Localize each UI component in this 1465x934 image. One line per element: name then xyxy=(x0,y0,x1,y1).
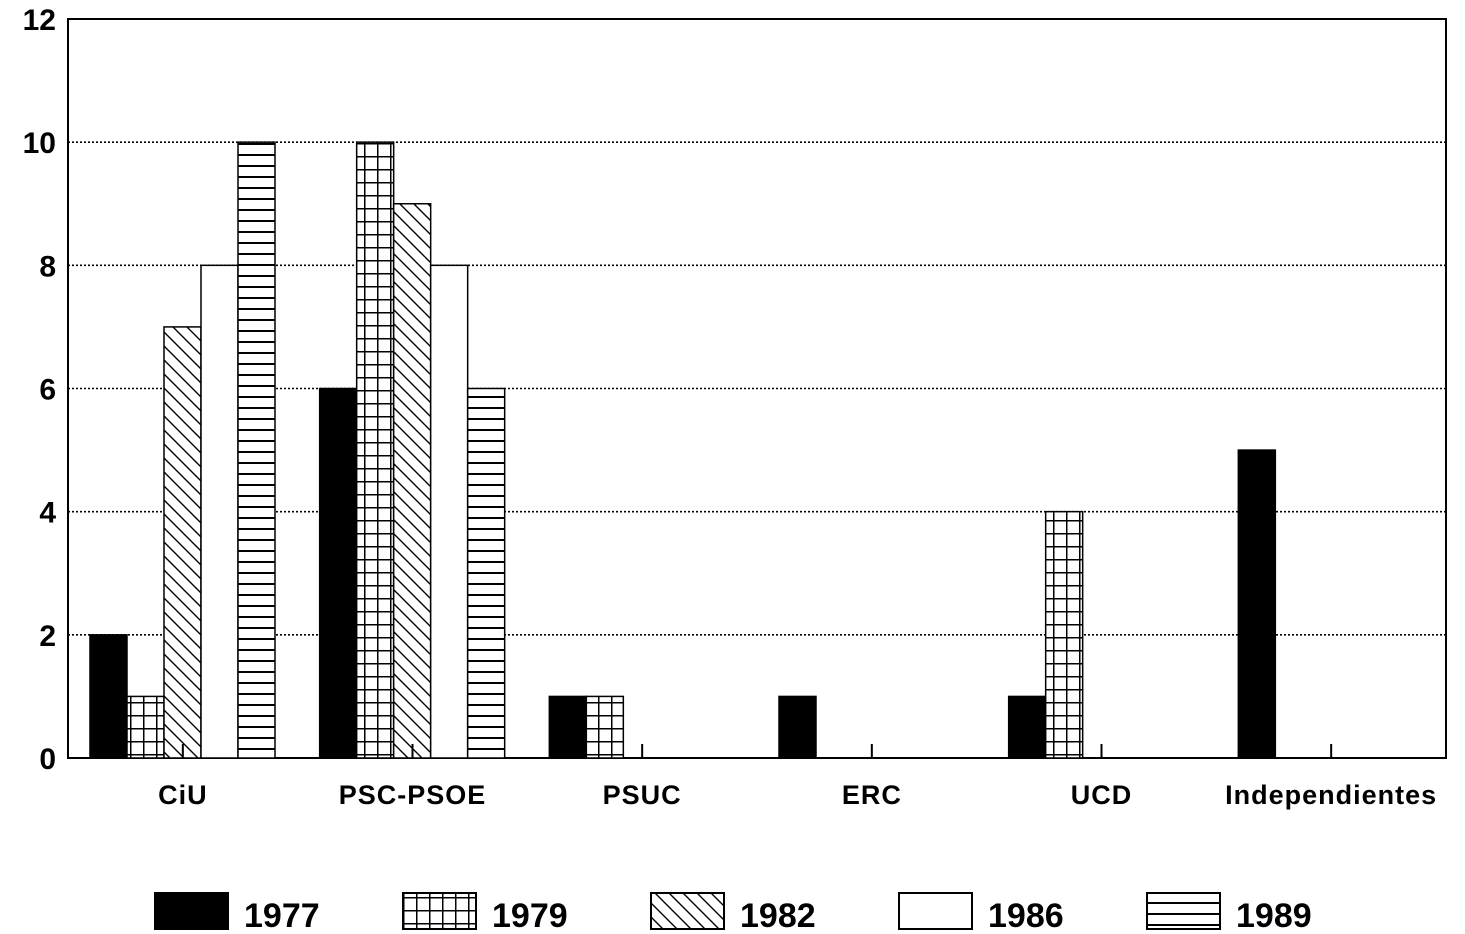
bar-ciu-1986 xyxy=(200,264,239,759)
y-tick-label: 8 xyxy=(39,250,56,283)
bar-independientes-1977 xyxy=(1237,449,1277,759)
y-tick-label: 12 xyxy=(23,4,56,37)
y-tick-label: 2 xyxy=(39,620,56,653)
legend-swatch-1989 xyxy=(1146,892,1221,930)
bar-ciu-1977 xyxy=(89,634,128,759)
bar-ucd-1979 xyxy=(1044,510,1084,759)
legend-swatch-1982 xyxy=(650,892,725,930)
y-axis: 0 2 4 6 8 10 12 xyxy=(23,4,57,776)
bar-psuc-1979 xyxy=(585,695,625,759)
y-tick-label: 4 xyxy=(39,497,56,530)
bar-psc-psoe-1977 xyxy=(318,387,358,759)
legend-label-1979: 1979 xyxy=(492,897,568,934)
y-tick-label: 0 xyxy=(39,743,56,776)
bar-erc-1977 xyxy=(778,695,817,759)
bars xyxy=(89,141,1277,759)
y-tick-label: 10 xyxy=(23,127,56,160)
x-tick-label: Independientes xyxy=(1225,780,1437,810)
bar-ciu-1989 xyxy=(237,141,276,759)
bar-psuc-1977 xyxy=(548,695,588,759)
legend-label-1986: 1986 xyxy=(988,897,1064,934)
y-tick-label: 6 xyxy=(39,374,56,407)
bar-ucd-1977 xyxy=(1007,695,1047,759)
bar-psc-psoe-1979 xyxy=(355,141,395,759)
bar-psc-psoe-1989 xyxy=(466,387,506,759)
gridlines xyxy=(68,141,1446,636)
legend-swatch-1977 xyxy=(154,892,229,930)
x-tick-label: PSUC xyxy=(603,780,682,810)
legend: 1977 1979 1982 1986 1989 xyxy=(154,892,1312,934)
legend-swatch-1979 xyxy=(402,892,477,930)
legend-label-1977: 1977 xyxy=(244,897,320,934)
bar-psc-psoe-1986 xyxy=(429,264,469,759)
bar-ciu-1979 xyxy=(126,695,165,759)
legend-label-1982: 1982 xyxy=(740,897,816,934)
legend-label-1989: 1989 xyxy=(1236,897,1312,934)
x-tick-label: UCD xyxy=(1071,780,1133,810)
x-tick-label: CiU xyxy=(158,780,208,810)
x-tick-label: ERC xyxy=(842,780,902,810)
bar-psc-psoe-1982 xyxy=(392,203,432,759)
bar-ciu-1982 xyxy=(163,326,202,759)
legend-swatch-1986 xyxy=(898,892,973,930)
x-tick-label: PSC-PSOE xyxy=(339,780,487,810)
x-axis: CiU PSC-PSOE PSUC ERC UCD Independientes xyxy=(158,744,1437,810)
